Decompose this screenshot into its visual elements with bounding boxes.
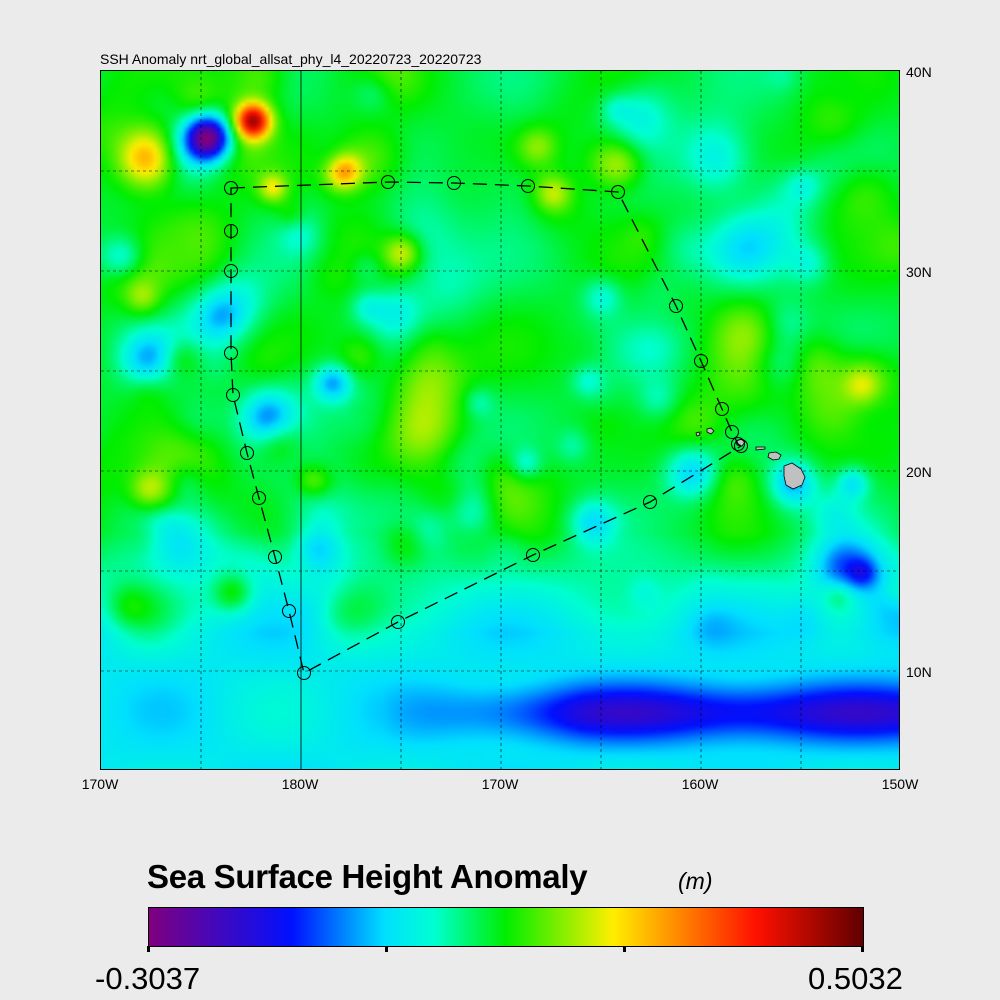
lon-label: 170W: [81, 776, 119, 792]
ssh-anomaly-map: [100, 70, 900, 770]
colorbar-title: Sea Surface Height Anomaly: [147, 858, 588, 895]
track-waypoint: [734, 439, 748, 453]
colorbar-tick: [147, 946, 150, 952]
hawaiian-islands: [695, 427, 806, 490]
island-niihau: [695, 431, 701, 437]
island-hawaii: [783, 462, 806, 490]
map-title: SSH Anomaly nrt_global_allsat_phy_l4_202…: [100, 51, 482, 67]
lat-label: 30N: [906, 264, 932, 280]
colorbar-min-label: -0.3037: [95, 961, 201, 996]
map-overlay: [101, 71, 899, 769]
colorbar-tick: [861, 946, 864, 952]
track-waypoint: [715, 402, 729, 416]
colorbar-tick: [385, 946, 388, 952]
lat-label: 10N: [906, 664, 932, 680]
track-waypoint: [391, 615, 405, 629]
island-kauai: [706, 427, 715, 435]
colorbar-max-label: 0.5032: [808, 961, 903, 996]
track-waypoint: [669, 299, 683, 313]
track-waypoint: [521, 179, 535, 193]
lat-label: 40N: [906, 64, 932, 80]
track-waypoint: [447, 176, 461, 190]
track-waypoint: [731, 437, 745, 451]
lon-label: 160W: [681, 776, 719, 792]
track-waypoint: [224, 181, 238, 195]
track-waypoint: [226, 388, 240, 402]
colorbar-units: (m): [678, 868, 713, 894]
lat-label: 20N: [906, 464, 932, 480]
track-waypoint: [526, 548, 540, 562]
track-waypoint: [252, 491, 266, 505]
colorbar-tick: [623, 946, 626, 952]
lon-label: 150W: [881, 776, 919, 792]
track-waypoint: [224, 224, 238, 238]
track-waypoint: [694, 354, 708, 368]
graticule: [101, 71, 899, 769]
flight-track: [224, 175, 748, 680]
track-waypoint: [297, 666, 311, 680]
track-waypoint: [224, 264, 238, 278]
track-waypoint: [282, 604, 296, 618]
track-line: [230, 181, 743, 674]
lon-label: 180W: [281, 776, 319, 792]
track-waypoint: [725, 425, 739, 439]
track-waypoint: [240, 446, 254, 460]
island-maui: [767, 451, 782, 461]
lon-label: 170W: [481, 776, 519, 792]
track-waypoint: [643, 495, 657, 509]
track-waypoint: [268, 550, 282, 564]
track-waypoint: [224, 346, 238, 360]
island-molokai: [755, 446, 766, 451]
track-waypoint: [381, 175, 395, 189]
colorbar: [148, 907, 864, 947]
track-waypoint: [611, 185, 625, 199]
